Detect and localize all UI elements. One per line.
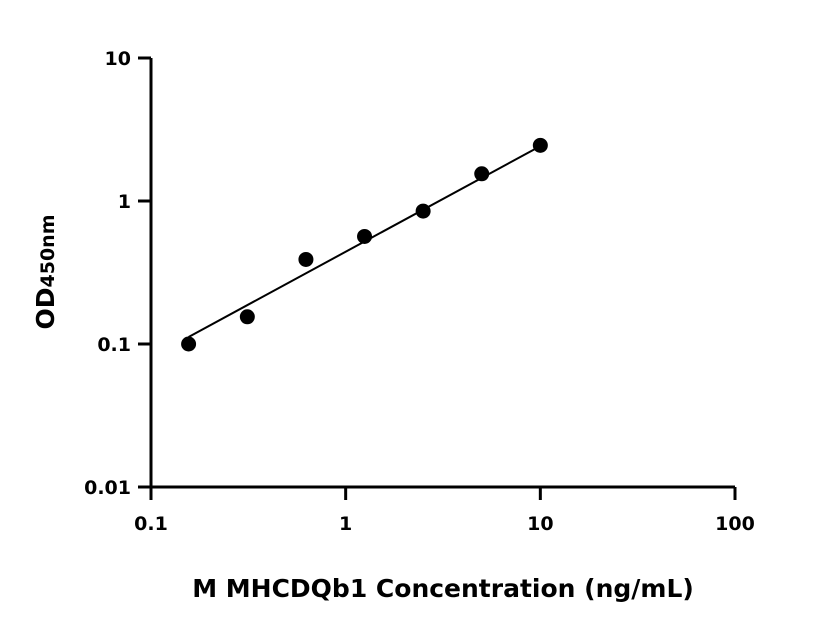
data-point xyxy=(474,166,490,182)
data-point xyxy=(357,228,373,244)
y-tick-label: 1 xyxy=(118,191,131,213)
data-point xyxy=(532,137,548,153)
y-tick-label: 0.1 xyxy=(97,334,131,356)
x-axis-title: M MHCDQb1 Concentration (ng/mL) xyxy=(192,574,694,603)
x-tick-label: 10 xyxy=(527,513,553,535)
data-point xyxy=(415,203,431,219)
y-axis-title-main: OD xyxy=(31,287,60,329)
y-tick-label: 0.01 xyxy=(84,477,131,499)
y-tick-label: 10 xyxy=(105,48,131,70)
data-point xyxy=(298,251,314,267)
x-tick-label: 100 xyxy=(715,513,755,535)
data-point xyxy=(239,309,255,325)
axes xyxy=(138,58,735,500)
y-axis-title: OD450nm xyxy=(31,214,60,329)
x-tick-label: 0.1 xyxy=(134,513,168,535)
data-points xyxy=(181,137,548,352)
data-point xyxy=(181,336,197,352)
x-tick-label: 1 xyxy=(339,513,352,535)
y-axis-title-subscript: 450nm xyxy=(37,214,59,287)
